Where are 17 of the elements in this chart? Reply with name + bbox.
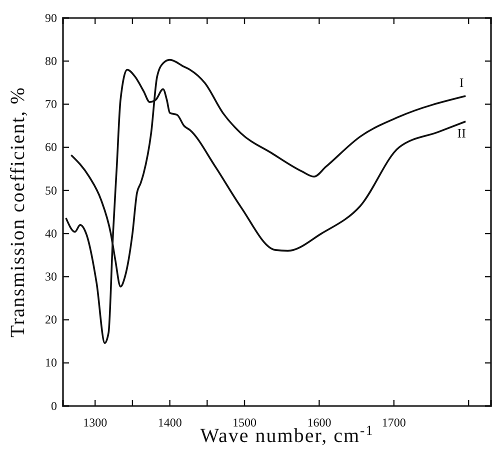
series-label: I [459,75,464,90]
y-axis-title: Transmission coefficient, % [7,86,29,338]
y-tick-label: 70 [45,97,57,112]
x-tick-label: 1300 [83,416,108,430]
y-tick-label: 20 [45,312,57,327]
x-tick-label: 1600 [307,416,332,430]
y-tick-label: 30 [45,270,57,284]
y-tick-label: 40 [45,226,57,240]
x-tick-label: 1700 [382,416,406,430]
y-tick-label: 50 [45,183,57,198]
y-tick-label: 80 [45,54,57,68]
x-tick-label: 1400 [158,416,182,430]
y-tick-label: 10 [45,356,57,370]
y-tick-label: 0 [51,398,57,413]
series-label: II [457,125,466,140]
y-tick-label: 60 [45,140,57,154]
y-tick-label: 90 [45,10,57,25]
